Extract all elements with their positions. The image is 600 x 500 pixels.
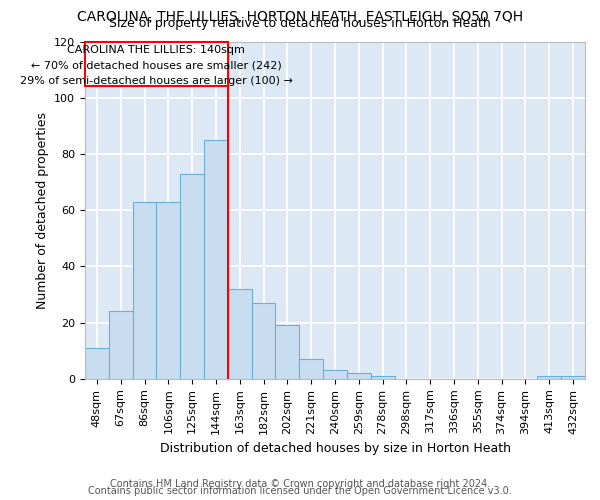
Text: Contains HM Land Registry data © Crown copyright and database right 2024.: Contains HM Land Registry data © Crown c… bbox=[110, 479, 490, 489]
Bar bbox=[371, 376, 395, 379]
Bar bbox=[275, 326, 299, 379]
Bar bbox=[251, 303, 275, 379]
Text: Contains public sector information licensed under the Open Government Licence v3: Contains public sector information licen… bbox=[88, 486, 512, 496]
Bar bbox=[180, 174, 204, 379]
Bar bbox=[561, 376, 585, 379]
Bar bbox=[323, 370, 347, 379]
X-axis label: Distribution of detached houses by size in Horton Heath: Distribution of detached houses by size … bbox=[160, 442, 511, 455]
Bar bbox=[538, 376, 561, 379]
Bar bbox=[299, 359, 323, 379]
Text: 29% of semi-detached houses are larger (100) →: 29% of semi-detached houses are larger (… bbox=[20, 76, 293, 86]
Bar bbox=[85, 348, 109, 379]
Bar bbox=[228, 289, 251, 379]
Bar bbox=[204, 140, 228, 379]
FancyBboxPatch shape bbox=[85, 42, 228, 86]
Text: CAROLINA THE LILLIES: 140sqm: CAROLINA THE LILLIES: 140sqm bbox=[67, 45, 245, 55]
Bar bbox=[157, 202, 180, 379]
Bar bbox=[133, 202, 157, 379]
Text: Size of property relative to detached houses in Horton Heath: Size of property relative to detached ho… bbox=[109, 18, 491, 30]
Text: CAROLINA, THE LILLIES, HORTON HEATH, EASTLEIGH, SO50 7QH: CAROLINA, THE LILLIES, HORTON HEATH, EAS… bbox=[77, 10, 523, 24]
Text: ← 70% of detached houses are smaller (242): ← 70% of detached houses are smaller (24… bbox=[31, 60, 282, 70]
Bar bbox=[347, 373, 371, 379]
Y-axis label: Number of detached properties: Number of detached properties bbox=[35, 112, 49, 308]
Bar bbox=[109, 312, 133, 379]
